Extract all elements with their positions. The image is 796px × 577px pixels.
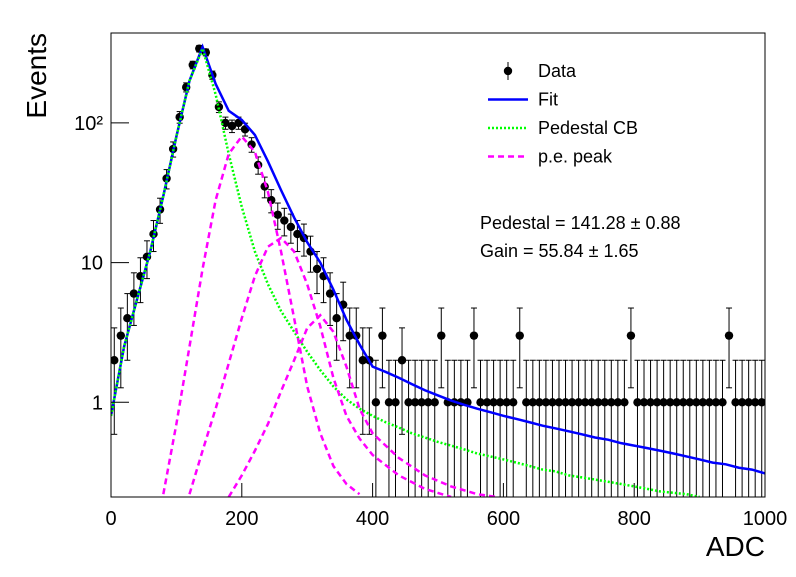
data-point xyxy=(358,356,367,365)
data-point xyxy=(384,398,394,407)
data-point xyxy=(600,398,609,407)
data-point xyxy=(325,289,335,298)
data-point xyxy=(280,216,289,225)
data-point xyxy=(541,398,551,407)
fit-curve xyxy=(162,134,361,496)
data-point xyxy=(273,210,282,219)
data-point xyxy=(692,398,701,407)
data-point xyxy=(437,331,446,340)
data-point xyxy=(698,398,708,407)
data-point xyxy=(580,398,590,407)
data-point xyxy=(737,398,747,407)
data-point xyxy=(502,398,511,407)
data-point xyxy=(567,398,577,407)
data-point xyxy=(489,398,498,407)
x-tick-label: 400 xyxy=(356,508,389,530)
data-point xyxy=(633,398,642,407)
data-point xyxy=(404,398,413,407)
y-tick-label: 10² xyxy=(74,113,103,135)
data-point xyxy=(495,398,505,407)
data-point xyxy=(391,398,400,407)
data-point xyxy=(482,398,492,407)
data-point xyxy=(685,398,694,407)
data-point xyxy=(724,331,734,340)
data-point xyxy=(423,398,433,407)
annotation: Gain = 55.84 ± 1.65 xyxy=(480,241,639,261)
legend-label: p.e. peak xyxy=(538,147,613,167)
y-axis-title: Events xyxy=(21,33,52,119)
legend-marker xyxy=(503,66,513,76)
data-point xyxy=(594,398,603,407)
data-point xyxy=(227,121,237,131)
data-point xyxy=(430,398,439,407)
x-tick-label: 800 xyxy=(618,508,651,530)
data-point xyxy=(613,398,623,407)
fit-curve xyxy=(188,236,452,497)
data-point xyxy=(639,398,649,407)
data-point xyxy=(293,229,302,239)
data-point xyxy=(469,331,479,340)
data-point xyxy=(705,398,714,407)
x-tick-label: 600 xyxy=(487,508,520,530)
data-point xyxy=(679,398,688,407)
x-tick-label: 200 xyxy=(225,508,258,530)
data-point xyxy=(410,398,420,407)
fit-curve xyxy=(227,313,498,497)
data-point xyxy=(111,356,119,365)
data-point xyxy=(607,398,616,407)
data-point xyxy=(286,222,296,232)
data-point xyxy=(528,398,538,407)
data-point xyxy=(711,398,721,407)
x-tick-label: 0 xyxy=(105,508,116,530)
plot-area xyxy=(111,43,765,497)
data-point xyxy=(757,398,765,407)
data-point xyxy=(665,398,675,407)
data-point xyxy=(554,398,564,407)
data-point xyxy=(659,398,668,407)
x-axis-title: ADC xyxy=(706,531,765,562)
data-point xyxy=(371,398,381,407)
frame xyxy=(110,32,766,498)
data-point xyxy=(129,289,139,298)
data-point xyxy=(397,356,407,365)
x-tick-label: 1000 xyxy=(743,508,788,530)
data-point xyxy=(548,398,557,407)
data-point xyxy=(515,331,524,340)
data-point xyxy=(574,398,583,407)
data-point xyxy=(561,398,570,407)
data-point xyxy=(672,398,681,407)
data-point xyxy=(116,331,126,340)
annotation: Pedestal = 141.28 ± 0.88 xyxy=(480,213,681,233)
data-point xyxy=(417,398,426,407)
y-tick-label: 10 xyxy=(81,253,103,275)
data-point xyxy=(234,118,243,128)
data-point xyxy=(626,331,636,340)
data-point xyxy=(378,331,387,340)
data-point xyxy=(476,398,485,407)
legend-label: Data xyxy=(538,61,577,81)
data-point xyxy=(221,118,230,128)
data-point xyxy=(646,398,655,407)
legend-label: Fit xyxy=(538,90,558,110)
fit-curve xyxy=(111,44,700,497)
data-point xyxy=(750,398,760,407)
fit-curve xyxy=(111,43,765,475)
data-point xyxy=(587,398,596,407)
data-point xyxy=(731,398,740,407)
data-point xyxy=(652,398,662,407)
data-point xyxy=(509,398,518,407)
data-point xyxy=(535,398,544,407)
data-point xyxy=(312,264,322,274)
data-point xyxy=(332,313,341,323)
data-point xyxy=(123,313,132,323)
legend: Data Fit Pedestal CB p.e. peak xyxy=(488,61,638,167)
data-point xyxy=(522,398,531,407)
legend-label: Pedestal CB xyxy=(538,118,638,138)
y-tick-label: 1 xyxy=(92,392,103,414)
data-point xyxy=(718,398,727,407)
data-point xyxy=(744,398,753,407)
data-point xyxy=(620,398,629,407)
data-point xyxy=(345,331,354,340)
